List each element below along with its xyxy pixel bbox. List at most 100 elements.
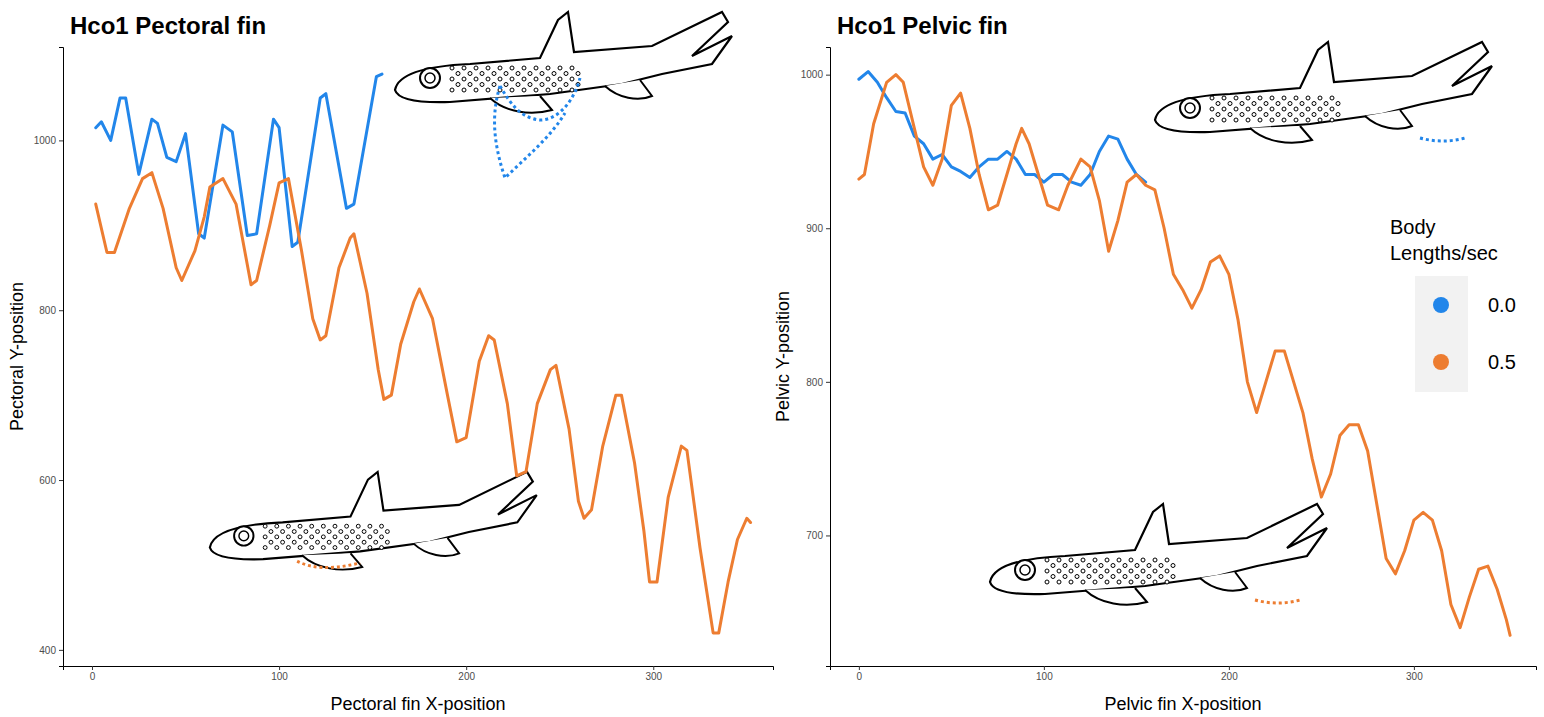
tick: 100 (271, 666, 288, 682)
fish-spot (269, 540, 273, 544)
tick-mark (59, 650, 63, 651)
tick-mark (1229, 666, 1230, 670)
fish-spot (310, 524, 314, 528)
fish-fin (1085, 588, 1147, 605)
fish-spot (474, 77, 478, 81)
fish-spot (1093, 569, 1097, 573)
fish-spot (1336, 113, 1340, 117)
fish-spot (558, 66, 562, 70)
fish-spot (1270, 96, 1274, 100)
fish-spot (1111, 564, 1115, 568)
fish-spot (380, 546, 384, 550)
fish-spot (351, 530, 355, 534)
fish-spot (1246, 107, 1250, 111)
y-axis-title: Pelvic Y-position (773, 291, 793, 422)
tick-label: 1000 (34, 135, 57, 146)
fish-spot (1129, 558, 1133, 562)
fish-spot (1306, 107, 1310, 111)
fish-body (395, 12, 732, 102)
fish-spot (380, 524, 384, 528)
fish-spot (263, 546, 267, 550)
fish-spot (356, 535, 360, 539)
fish-spot (316, 530, 320, 534)
fish-spot (1063, 564, 1067, 568)
fish-spot (450, 77, 454, 81)
fish-spot (1240, 102, 1244, 106)
fish-spot (385, 530, 389, 534)
fish-spot (327, 540, 331, 544)
fish-spot (1171, 575, 1175, 579)
fish-body (210, 472, 537, 559)
fish-spot (1252, 113, 1256, 117)
fish-spot (1081, 569, 1085, 573)
fish-spot (1123, 564, 1127, 568)
fish-spot (362, 540, 366, 544)
fish-spot (1147, 564, 1151, 568)
tick-mark (826, 382, 830, 383)
fish-spot (1099, 564, 1103, 568)
fish-spot (298, 524, 302, 528)
fish-spot (1141, 580, 1145, 584)
axis-line (64, 667, 774, 671)
fish-spot (316, 540, 320, 544)
fish-body (990, 504, 1327, 594)
fish-spot (522, 66, 526, 70)
tick-mark (859, 666, 860, 670)
fish-spot (552, 83, 556, 87)
fish-spot (1234, 96, 1238, 100)
fish-spot (1234, 107, 1238, 111)
fish-spot (450, 88, 454, 92)
fish-spot (558, 88, 562, 92)
fish-spot (362, 530, 366, 534)
legend-marker (1433, 297, 1449, 313)
legend-title: BodyLengths/sec (1390, 216, 1498, 264)
fish-spot (1222, 96, 1226, 100)
fish-spot (304, 540, 308, 544)
fish-spot (1057, 580, 1061, 584)
fish-spot (570, 66, 574, 70)
fish-spot (1165, 580, 1169, 584)
fish-spot (1222, 118, 1226, 122)
tick-mark (466, 666, 467, 670)
fish-spot (269, 530, 273, 534)
tick: 300 (645, 666, 662, 682)
y-axis: 4006008001000 (34, 48, 64, 667)
fish-spot (380, 535, 384, 539)
fish-spot (474, 88, 478, 92)
fish-spot (1240, 113, 1244, 117)
fish-eye (425, 73, 435, 83)
fish-spot (564, 83, 568, 87)
fish-spot (510, 66, 514, 70)
tick: 900 (806, 223, 830, 234)
y-axis-title: Pectoral Y-position (7, 282, 27, 431)
fish-spot (1294, 107, 1298, 111)
fish-spot (486, 88, 490, 92)
fish-spot (528, 83, 532, 87)
fish-spot (528, 72, 532, 76)
fish-spot (275, 535, 279, 539)
fish-spot (298, 546, 302, 550)
fish-spot (1252, 102, 1256, 106)
fish-spot (1087, 564, 1091, 568)
fish-spot (522, 88, 526, 92)
axis-line (831, 667, 1537, 671)
fish-spot (1258, 96, 1262, 100)
fish-spot (286, 546, 290, 550)
fish-spot (1135, 575, 1139, 579)
tick-mark (279, 666, 280, 670)
tick-label: 900 (806, 223, 823, 234)
fish-spot (275, 546, 279, 550)
tick: 100 (1036, 666, 1053, 682)
tick: 400 (39, 645, 63, 656)
chart-title: Hco1 Pelvic fin (837, 12, 1008, 39)
data-line (96, 173, 751, 633)
tick-label: 200 (1221, 671, 1238, 682)
fish-fin (414, 538, 460, 556)
fish-eye (1020, 565, 1030, 575)
fish-spot (1282, 118, 1286, 122)
legend-label: 0.0 (1488, 294, 1516, 316)
fish-spot (498, 66, 502, 70)
fish-spot (462, 66, 466, 70)
fish-spot (1222, 107, 1226, 111)
tick: 800 (39, 305, 63, 316)
